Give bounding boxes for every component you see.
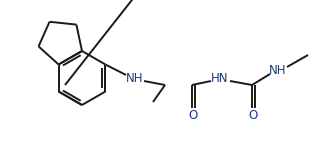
Text: O: O	[188, 109, 198, 122]
Text: HN: HN	[211, 72, 229, 84]
Text: NH: NH	[269, 63, 287, 76]
Text: O: O	[249, 109, 258, 122]
Text: NH: NH	[126, 72, 144, 84]
